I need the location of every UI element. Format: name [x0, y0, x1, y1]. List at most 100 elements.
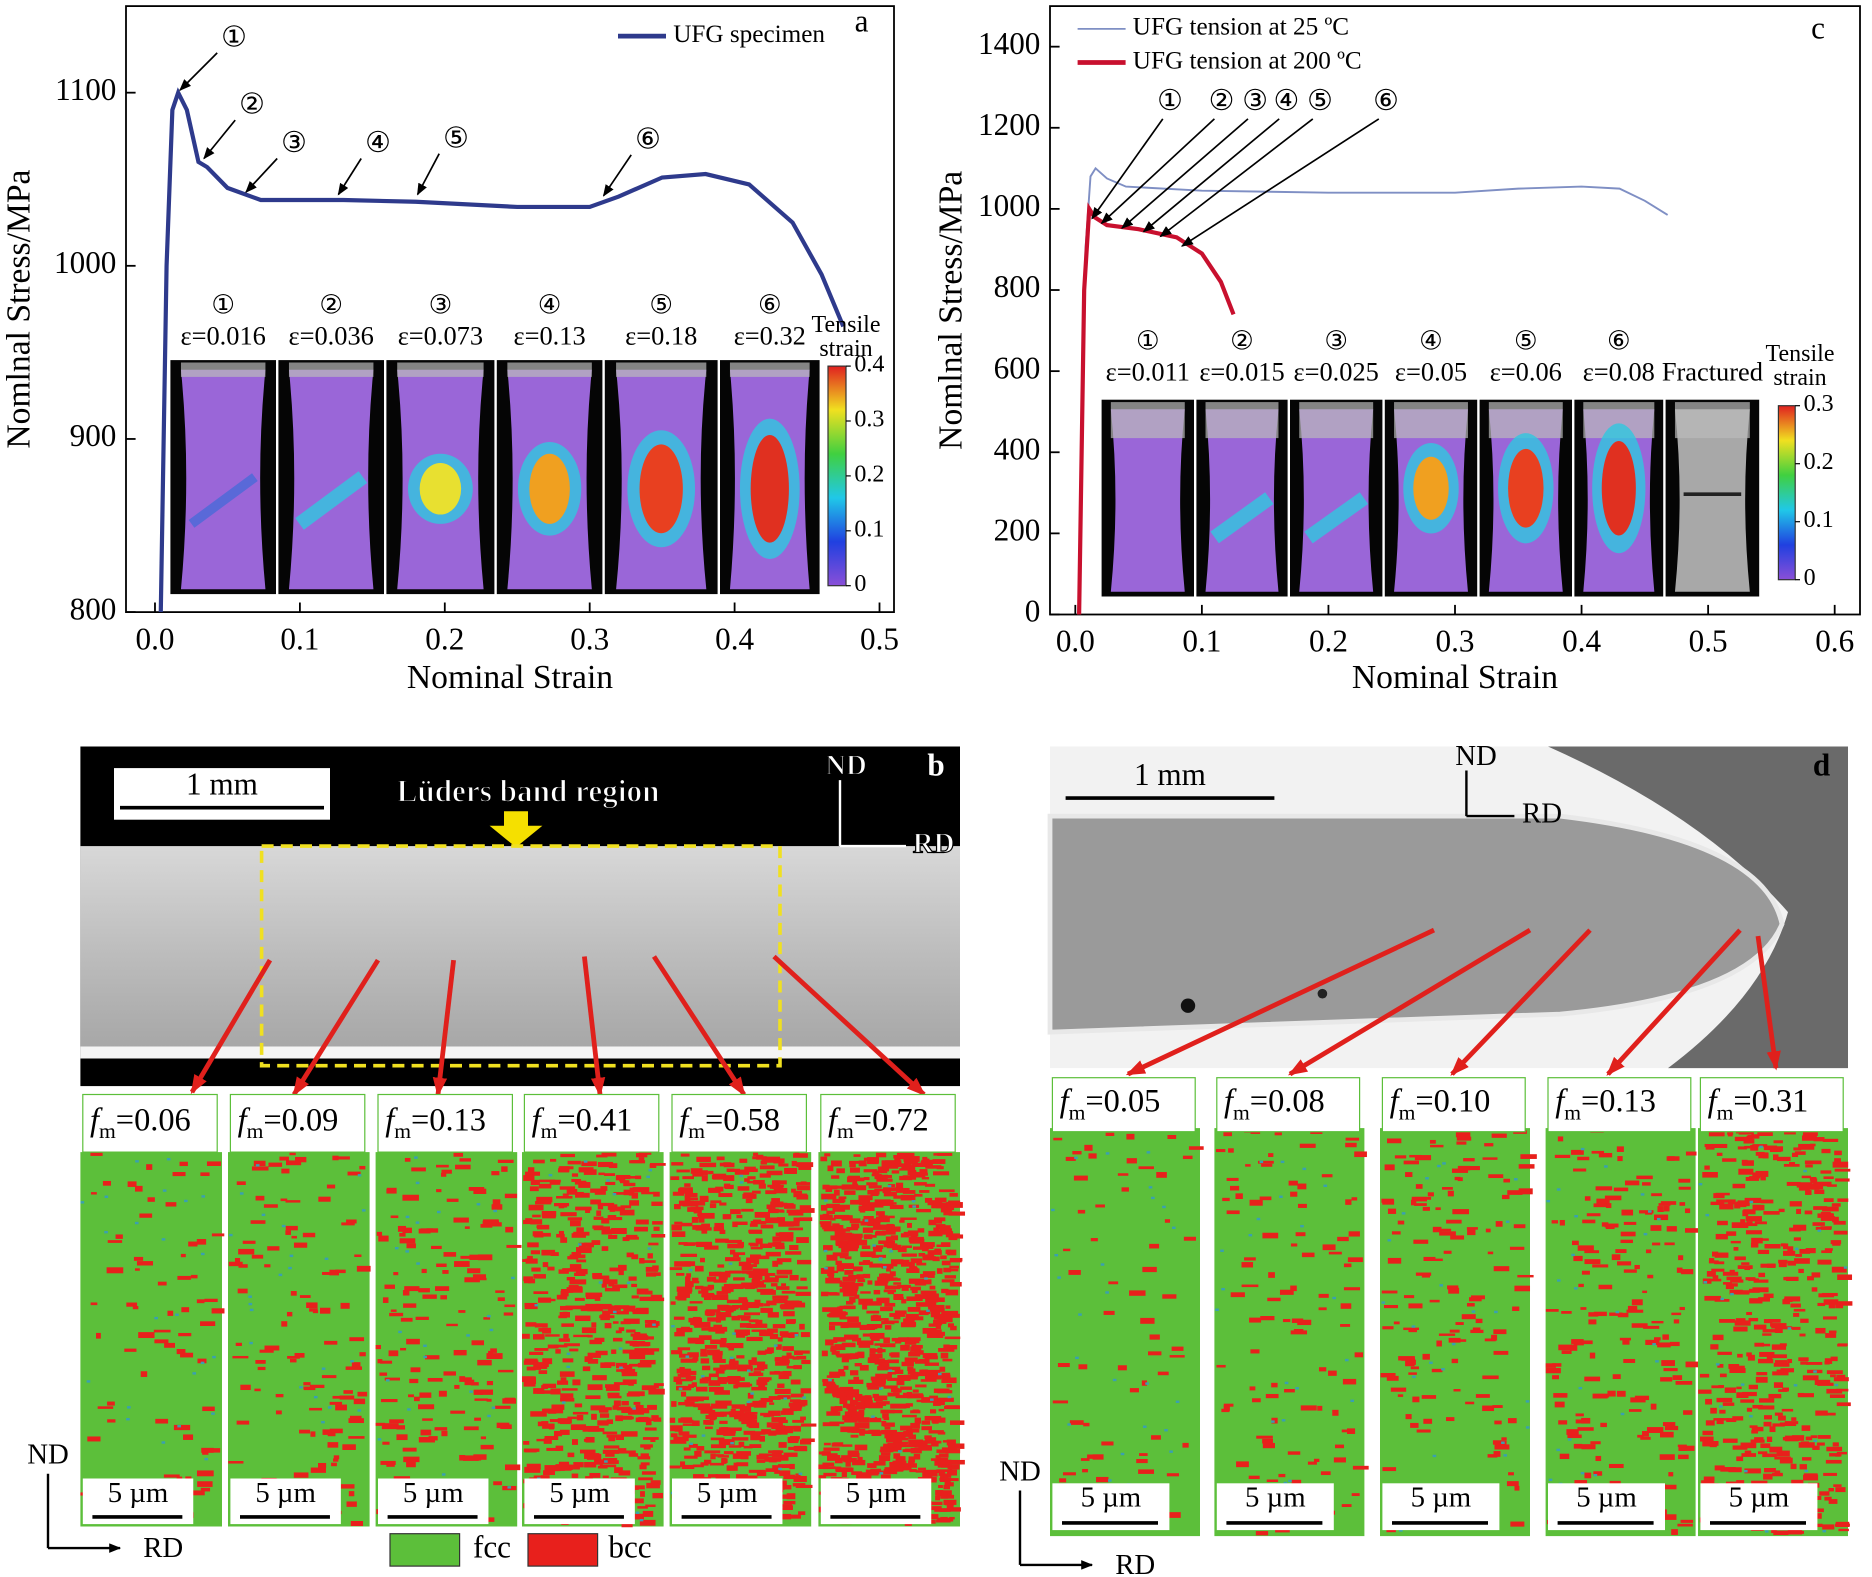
phase-speck [680, 1326, 690, 1333]
phase-speck [1457, 1165, 1471, 1171]
phase-speck [862, 1273, 871, 1279]
phase-speck [641, 1471, 656, 1475]
phase-speck [860, 1400, 873, 1407]
phase-speck [928, 1245, 934, 1249]
phase-speck [238, 1264, 248, 1268]
phase-speck [728, 1445, 742, 1448]
phase-speck [1084, 1144, 1093, 1151]
phase-speck [1557, 1136, 1564, 1142]
grain-dot [926, 1309, 930, 1312]
phase-speck [844, 1256, 852, 1260]
phase-speck [1466, 1303, 1475, 1307]
phase-speck [777, 1383, 785, 1388]
phase-speck [469, 1254, 479, 1260]
phase-speck [708, 1326, 715, 1332]
phase-speck [477, 1359, 492, 1366]
phase-speck [406, 1338, 420, 1345]
phase-speck [1265, 1393, 1279, 1399]
location-arrow [1450, 928, 1592, 1076]
phase-speck [873, 1248, 883, 1252]
annotation-arrow [1159, 118, 1314, 238]
specimen-grip [397, 362, 484, 377]
phase-speck [877, 1347, 883, 1354]
grain-dot [299, 1386, 303, 1389]
phase-speck [775, 1513, 792, 1520]
phase-speck [741, 1419, 758, 1425]
phase-speck [680, 1153, 690, 1157]
phase-speck [800, 1350, 810, 1354]
phase-speck [1835, 1521, 1850, 1528]
phase-speck [733, 1252, 739, 1258]
phase-speck [420, 1429, 432, 1436]
phase-speck [240, 1384, 251, 1391]
phase-speck [1678, 1445, 1695, 1451]
phase-speck [687, 1337, 700, 1344]
fm-value: =0.05 [1085, 1084, 1160, 1120]
phase-speck [1679, 1306, 1685, 1311]
map-scale-label: 5 µm [549, 1477, 610, 1509]
phase-speck [1772, 1154, 1779, 1161]
phase-speck [585, 1294, 599, 1300]
phase-speck [830, 1406, 839, 1412]
phase-speck [607, 1215, 614, 1220]
phase-speck [204, 1298, 218, 1303]
phase-speck [639, 1359, 656, 1365]
phase-speck [602, 1460, 619, 1464]
phase-speck [350, 1521, 364, 1527]
phase-speck [547, 1298, 556, 1302]
phase-speck [1241, 1284, 1259, 1288]
phase-speck [1507, 1418, 1517, 1424]
phase-speck [134, 1185, 143, 1192]
phase-speck [696, 1156, 711, 1162]
phase-speck [1812, 1222, 1825, 1226]
phase-speck [1148, 1351, 1162, 1356]
phase-speck [1403, 1327, 1420, 1331]
phase-speck [704, 1310, 716, 1316]
phase-speck [1282, 1318, 1291, 1323]
phase-speck [704, 1450, 721, 1454]
phase-speck [1422, 1206, 1430, 1211]
phase-speck [728, 1283, 744, 1290]
grain-dot [1271, 1420, 1275, 1423]
phase-speck [575, 1191, 584, 1195]
phase-speck [1620, 1239, 1633, 1244]
grain-dot [1813, 1439, 1818, 1443]
phase-speck [1590, 1441, 1601, 1445]
phase-speck [523, 1448, 540, 1452]
phase-speck [613, 1305, 621, 1311]
phase-speck [154, 1339, 169, 1344]
annotation: ⑥ [635, 122, 661, 156]
phase-speck [868, 1219, 874, 1225]
phase-speck [680, 1253, 698, 1257]
phase-speck [795, 1291, 811, 1296]
phase-speck [726, 1429, 736, 1434]
phase-speck [908, 1463, 917, 1468]
phase-speck [898, 1463, 910, 1469]
phase-speck [1574, 1480, 1588, 1486]
phase-speck [749, 1444, 762, 1448]
phase-speck [713, 1358, 726, 1363]
phase-speck [901, 1261, 915, 1267]
phase-speck [1814, 1189, 1825, 1195]
phase-speck [236, 1420, 250, 1425]
phase-speck [1816, 1181, 1832, 1187]
phase-speck [849, 1399, 858, 1406]
phase-speck [569, 1348, 579, 1352]
grain-dot [441, 1473, 446, 1476]
phase-speck [523, 1360, 539, 1365]
phase-speck [677, 1373, 688, 1377]
phase-speck [741, 1265, 753, 1271]
phase-speck [543, 1438, 552, 1444]
phase-speck [747, 1392, 754, 1399]
phase-speck [1621, 1209, 1634, 1216]
phase-speck [1384, 1304, 1399, 1309]
phase-speck [604, 1362, 616, 1367]
phase-speck [1736, 1456, 1744, 1462]
strain-zone [1413, 456, 1449, 520]
phase-speck [923, 1310, 931, 1315]
phase-speck [794, 1350, 803, 1356]
phase-speck [1787, 1358, 1793, 1364]
phase-speck [925, 1165, 942, 1169]
phase-speck [139, 1213, 153, 1218]
phase-speck [459, 1158, 471, 1162]
